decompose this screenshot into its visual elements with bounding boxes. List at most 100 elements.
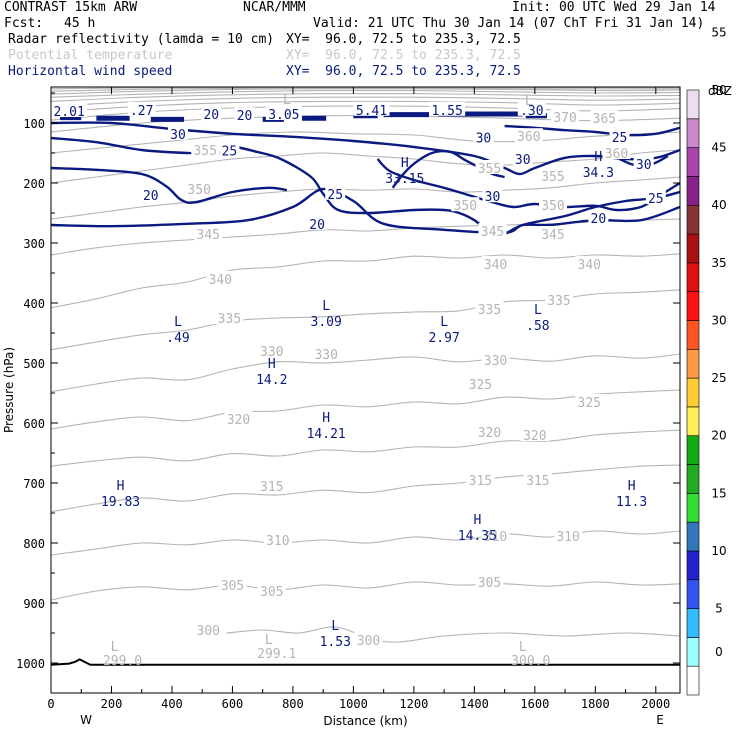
theta-contour-355 <box>51 149 680 184</box>
theta-label-bg <box>466 376 495 390</box>
theta-label: 330 <box>484 354 507 369</box>
extremum-value: 1.53 <box>320 635 351 650</box>
theta-label: 360 <box>517 130 540 145</box>
x-tick-label: 200 <box>101 697 123 711</box>
wind-label: 25 <box>612 131 628 146</box>
field-wind-name: Horizontal wind speed <box>8 64 173 79</box>
theta-label: 300 <box>197 624 220 639</box>
field-theta-name: Potential temperature <box>8 48 173 63</box>
colorbar-tick-label: 50 <box>711 83 726 97</box>
theta-contour-330 <box>51 353 680 393</box>
field-reflectivity-xy: XY= 96.0, 72.5 to 235.3, 72.5 <box>286 32 521 47</box>
theta-contour-340 <box>51 253 680 309</box>
x-tick-label: 1400 <box>460 697 489 711</box>
colorbar-segment <box>686 406 700 437</box>
terrain-line <box>51 658 680 666</box>
theta-label-bg <box>514 128 543 143</box>
colorbar-segment <box>686 550 700 581</box>
surface-low-marker: L <box>265 633 273 648</box>
fcst-value: 45 h <box>64 16 96 31</box>
theta-contour-305 <box>51 581 680 601</box>
theta-label: 305 <box>478 576 501 591</box>
x-tick-label: 1000 <box>339 697 368 711</box>
colorbar-segment <box>686 665 700 696</box>
upper-low-marker: L <box>283 93 291 108</box>
extremum-H-marker: H <box>268 357 276 372</box>
wind-label: .30 <box>520 104 543 119</box>
theta-label-bg <box>481 256 510 270</box>
theta-label-bg <box>538 197 567 212</box>
theta-label-bg <box>194 622 223 636</box>
theta-contour-320 <box>51 429 680 467</box>
y-axis-label: Pressure (hPa) <box>2 347 16 433</box>
theta-label: 340 <box>209 273 232 288</box>
colorbar-tick-label: 35 <box>711 256 726 270</box>
east-end-label: E <box>656 713 664 727</box>
theta-label-bg <box>466 472 495 486</box>
colorbar-segment <box>686 291 700 321</box>
colorbar-tick-label: 5 <box>715 602 723 616</box>
theta-label: 325 <box>578 396 601 411</box>
colorbar-segment <box>686 435 700 465</box>
extremum-value: 2.97 <box>428 331 459 346</box>
wind-label-bg <box>127 101 156 116</box>
theta-label-bg <box>206 271 235 285</box>
theta-label-bg <box>475 160 504 174</box>
theta-label: 335 <box>218 312 241 327</box>
wind-label-bg <box>51 103 88 117</box>
theta-contour-300 <box>226 626 680 643</box>
theta-label-bg <box>257 343 286 357</box>
y-tick-label: 400 <box>23 297 45 311</box>
wind-label-bg <box>265 106 302 120</box>
extremum-value: .49 <box>166 331 189 346</box>
theta-label: 355 <box>478 162 501 177</box>
x-tick-label: 800 <box>282 697 304 711</box>
theta-label: 330 <box>260 345 283 360</box>
y-tick-label: 200 <box>23 177 45 191</box>
theta-label-bg <box>218 577 247 591</box>
theta-label-bg <box>481 352 510 366</box>
theta-label: 345 <box>481 225 504 240</box>
wind-label-bg <box>645 190 666 204</box>
theta-contour-310 <box>51 530 680 556</box>
colorbar-tick-label: 25 <box>711 371 726 385</box>
theta-label: 340 <box>484 258 507 273</box>
theta-label-bg <box>602 145 631 159</box>
wind-label: 30 <box>170 128 186 143</box>
colorbar-segment <box>686 89 700 120</box>
theta-label-bg <box>575 256 604 270</box>
x-tick-label: 1200 <box>399 697 428 711</box>
theta-label: 370 <box>553 111 576 126</box>
wind-label: 1.55 <box>431 104 462 119</box>
theta-label: 320 <box>478 426 501 441</box>
theta-label-bg <box>215 310 244 324</box>
theta-label-bg <box>538 167 567 182</box>
theta-label: 360 <box>605 147 628 162</box>
x-tick-label: 0 <box>47 697 54 711</box>
y-tick-label: 700 <box>23 477 45 491</box>
wind-label: 25 <box>648 192 664 207</box>
theta-label-bg <box>475 574 504 588</box>
wind-label: 20 <box>143 189 159 204</box>
colorbar-segment <box>686 320 700 350</box>
colorbar-tick-label: 10 <box>711 544 726 558</box>
theta-label: 365 <box>593 112 616 127</box>
wind-label: 30 <box>636 158 652 173</box>
colorbar-segment <box>686 637 700 667</box>
theta-label-bg <box>545 292 574 306</box>
wind-label-bg <box>353 101 390 116</box>
theta-label: 315 <box>469 474 492 489</box>
extremum-L-marker: L <box>174 315 182 330</box>
wind-label: 3.05 <box>268 108 299 123</box>
colorbar-segment <box>686 579 700 609</box>
theta-label: 345 <box>197 228 220 243</box>
field-wind-xy: XY= 96.0, 72.5 to 235.3, 72.5 <box>286 64 521 79</box>
field-theta-xy: XY= 96.0, 72.5 to 235.3, 72.5 <box>286 48 521 63</box>
extremum-H-marker: H <box>401 156 409 171</box>
surface-low-marker: L <box>111 640 119 655</box>
colorbar-segment <box>686 118 700 148</box>
theta-label: 305 <box>221 579 244 594</box>
y-tick-label: 900 <box>23 597 45 611</box>
theta-label-bg <box>481 527 510 542</box>
